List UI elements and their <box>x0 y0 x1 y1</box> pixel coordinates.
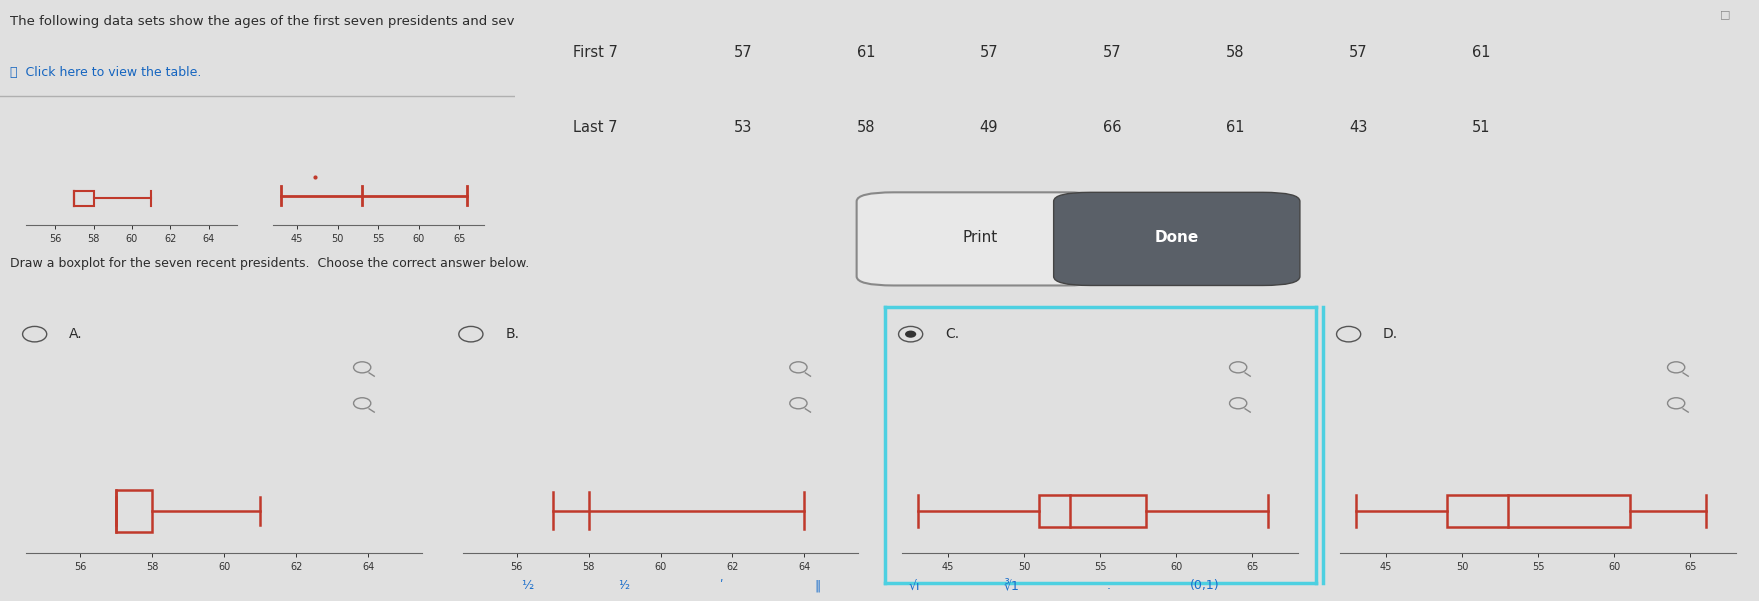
Text: 51: 51 <box>1472 120 1492 135</box>
Text: ⧉: ⧉ <box>1235 501 1242 511</box>
Text: A.: A. <box>69 327 83 341</box>
Text: First 7: First 7 <box>573 45 619 60</box>
Text: ∛1: ∛1 <box>1003 579 1020 593</box>
FancyBboxPatch shape <box>857 192 1103 285</box>
Text: ʹ: ʹ <box>719 579 723 593</box>
Text: 57: 57 <box>734 45 753 60</box>
Text: 57: 57 <box>1349 45 1369 60</box>
Text: □: □ <box>1720 9 1731 19</box>
Text: 49: 49 <box>980 120 999 135</box>
Text: 57: 57 <box>980 45 999 60</box>
Text: C.: C. <box>945 327 959 341</box>
Bar <box>74 191 93 206</box>
Text: 61: 61 <box>1472 45 1492 60</box>
Text: Last 7: Last 7 <box>573 120 617 135</box>
Text: 58: 58 <box>1226 45 1245 60</box>
Text: √ı: √ı <box>909 579 920 593</box>
Text: ½: ½ <box>522 579 533 593</box>
Text: ¹⁄₂: ¹⁄₂ <box>619 579 630 593</box>
Text: (0,1): (0,1) <box>1191 579 1219 593</box>
Bar <box>116 490 153 532</box>
Text: Print: Print <box>962 230 997 245</box>
Text: 61: 61 <box>857 45 876 60</box>
Text: 61: 61 <box>1226 120 1245 135</box>
Text: 53: 53 <box>734 120 751 135</box>
Text: ‖: ‖ <box>814 579 821 593</box>
Text: ⧉: ⧉ <box>359 501 366 511</box>
Bar <box>1040 495 1145 527</box>
Text: .: . <box>1106 579 1110 593</box>
Text: D.: D. <box>1383 327 1398 341</box>
Text: ⬛  Click here to view the table.: ⬛ Click here to view the table. <box>11 66 202 79</box>
Text: 43: 43 <box>1349 120 1367 135</box>
Text: ⧉: ⧉ <box>1673 501 1680 511</box>
Text: 66: 66 <box>1103 120 1122 135</box>
Text: Done: Done <box>1154 230 1200 245</box>
Text: 57: 57 <box>1103 45 1122 60</box>
Text: B.: B. <box>505 327 519 341</box>
Bar <box>1448 495 1629 527</box>
Text: The following data sets show the ages of the first seven presidents and seven re: The following data sets show the ages of… <box>11 15 565 28</box>
Text: Draw a boxplot for the seven recent presidents.  Choose the correct answer below: Draw a boxplot for the seven recent pres… <box>11 257 529 270</box>
FancyBboxPatch shape <box>1054 192 1300 285</box>
Text: 58: 58 <box>857 120 876 135</box>
Circle shape <box>906 331 916 338</box>
Text: ⧉: ⧉ <box>795 501 802 511</box>
